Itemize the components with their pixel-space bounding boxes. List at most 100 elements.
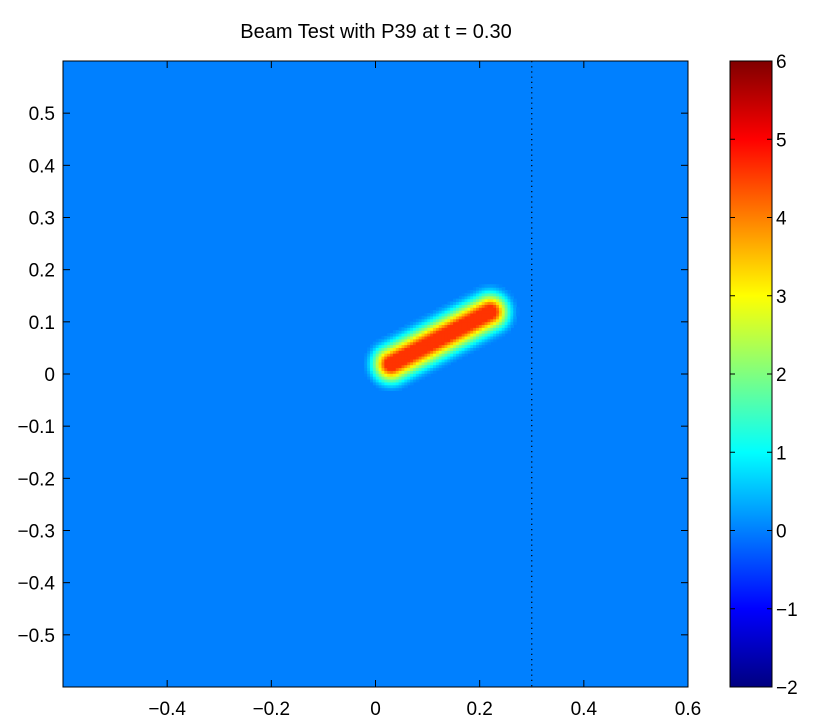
heatmap-cell [487,295,491,300]
heatmap-cell [450,318,454,323]
heatmap-cell [430,327,434,331]
heatmap-cell [438,307,443,311]
heatmap-cell [390,350,394,354]
colorbar-axis: 6 5 4 3 2 1 0 −1 −2 [730,52,798,699]
heatmap-cell [441,312,446,317]
heatmap-cell [415,338,420,343]
heatmap-cell [481,344,486,348]
heatmap-cell [484,341,489,346]
heatmap-cell [504,307,509,311]
heatmap-cell [490,298,494,303]
heatmap-cell [487,315,491,320]
heatmap-cell [484,315,489,320]
heatmap-cell [401,356,405,360]
heatmap-cell [415,367,420,371]
heatmap-cell [458,333,463,337]
heatmap-cell [407,333,411,337]
heatmap-cell [490,292,494,297]
heatmap-cell [464,353,469,357]
heatmap-cell [444,327,448,331]
heatmap-cell [447,361,451,366]
heatmap-cell [490,333,494,337]
heatmap-cell [372,376,377,380]
heatmap-cell [450,312,454,317]
heatmap-cell [430,318,434,323]
heatmap-cell [493,327,497,331]
heatmap-cell [415,376,420,380]
heatmap-cell [481,287,486,291]
heatmap-cell [441,347,446,351]
heatmap-cell [498,327,503,331]
heatmap-cell [415,318,420,323]
heatmap-cell [450,338,454,343]
heatmap-cell [407,378,411,383]
heatmap-cell [473,327,477,331]
heatmap-cell [481,290,486,294]
heatmap-cell [421,315,426,320]
heatmap-cell [435,361,440,366]
heatmap-cell [401,333,405,337]
colorbar-tick-label: −2 [776,678,798,699]
heatmap-cell [496,304,500,308]
heatmap-cell [455,353,460,357]
heatmap-cell [410,373,414,377]
heatmap-cell [473,310,477,314]
heatmap-cell [424,330,428,334]
heatmap-cell [441,344,446,348]
heatmap-cell [447,341,451,346]
heatmap-cell [418,341,423,346]
heatmap-cell [516,307,520,311]
heatmap-cell [415,353,420,357]
heatmap-cell [387,361,391,366]
heatmap-cell [413,335,417,340]
heatmap-cell [375,350,380,354]
heatmap-cell [467,324,471,328]
heatmap-cell [407,330,411,334]
heatmap-cell [461,292,466,297]
heatmap-cell [427,315,431,320]
heatmap-cell [375,353,380,357]
heatmap-cell [398,384,403,389]
heatmap-cell [413,378,417,383]
heatmap-cell [455,335,460,340]
heatmap-cell [455,327,460,331]
heatmap-cell [464,298,469,303]
heatmap-cell [450,341,454,346]
heatmap-cell [458,330,463,334]
heatmap-cell [421,333,426,337]
heatmap-cell [470,338,474,343]
heatmap-cell [395,370,400,374]
heatmap-cell [441,304,446,308]
heatmap-cell [464,292,469,297]
heatmap-cell [372,370,377,374]
heatmap-cell [467,341,471,346]
heatmap-cell [435,350,440,354]
heatmap-cell [510,295,514,300]
heatmap-cell [496,327,500,331]
heatmap-cell [498,284,503,288]
heatmap-cell [498,298,503,303]
heatmap-cell [370,367,374,371]
heatmap-cell [370,373,374,377]
heatmap-cell [384,341,388,346]
heatmap-cell [413,356,417,360]
heatmap-cell [392,384,397,389]
heatmap-cell [510,315,514,320]
heatmap-cell [438,338,443,343]
y-tick-label: 0.1 [29,313,55,334]
heatmap-cell [407,356,411,360]
heatmap-cell [418,373,423,377]
heatmap-cell [398,378,403,383]
heatmap-cell [378,387,383,392]
heatmap-cell [458,301,463,305]
heatmap-cell [467,304,471,308]
heatmap-cell [372,341,377,346]
heatmap-cell [501,287,506,291]
heatmap-cell [510,312,514,317]
heatmap-cell [476,335,480,340]
heatmap-cell [387,335,391,340]
heatmap-cell [438,333,443,337]
heatmap-cell [430,330,434,334]
heatmap-cell [504,295,509,300]
heatmap-cell [430,356,434,360]
